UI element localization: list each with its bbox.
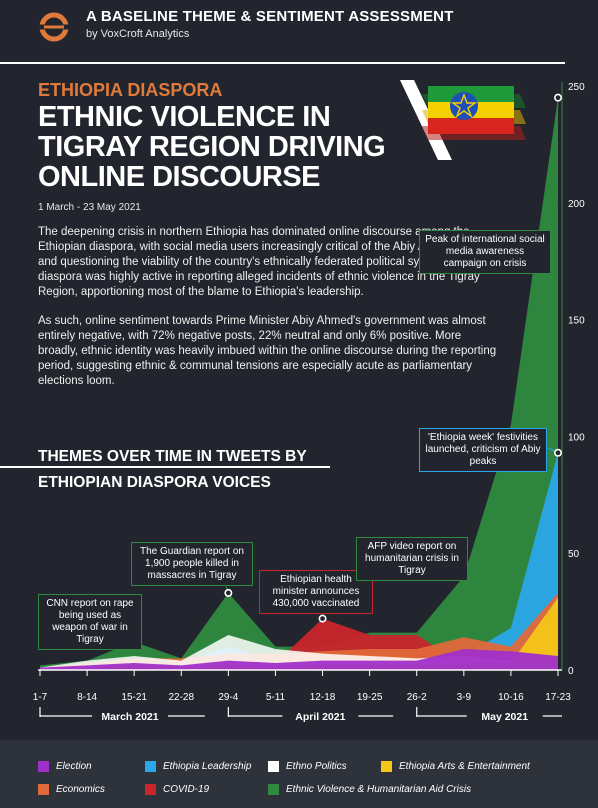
x-tick-label: 5-11 — [266, 692, 286, 703]
x-tick-label: 12-18 — [310, 692, 336, 703]
themes-area-chart: 0 50 100 150 200 250 1-7 8-14 15-21 22-28 29-4 5-11… — [33, 82, 585, 723]
annotation-afp-report: AFP video report on humanitarian crisis … — [356, 537, 468, 581]
voxcroft-logo-icon — [39, 12, 69, 42]
legend-swatch — [145, 761, 156, 772]
annotation-ethiopia-week: 'Ethiopia week' festivities launched, cr… — [419, 428, 547, 472]
body-paragraph: The deepening crisis in northern Ethiopi… — [38, 226, 491, 298]
header-divider — [0, 62, 565, 64]
x-tick-label: 1-7 — [33, 692, 48, 703]
x-tick-label: 15-21 — [121, 692, 147, 703]
annotation-marker — [553, 448, 562, 457]
x-tick-label: 8-14 — [77, 692, 97, 703]
annotation-marker — [318, 614, 327, 623]
month-label: March 2021 — [101, 711, 158, 723]
legend-swatch — [268, 761, 279, 772]
y-tick-label: 200 — [568, 199, 585, 210]
article-kicker: ETHIOPIA DIASPORA — [38, 80, 223, 100]
annotation-leader-line — [551, 97, 559, 281]
section-divider — [0, 466, 330, 468]
legend-swatch — [145, 784, 156, 795]
legend-item-covid-19: COVID-19 — [163, 784, 210, 795]
y-tick-label: 50 — [568, 549, 580, 560]
legend-item-economics: Economics — [56, 784, 105, 795]
annotation-guardian-report: The Guardian report on 1,900 people kill… — [131, 542, 253, 586]
body-paragraph: As such, online sentiment towards Prime … — [38, 315, 497, 387]
legend-swatch — [381, 761, 392, 772]
legend-swatch — [268, 784, 279, 795]
report-header: A BASELINE THEME & SENTIMENT ASSESSMENT … — [0, 0, 598, 56]
x-tick-label: 29-4 — [218, 692, 238, 703]
y-tick-label: 250 — [568, 82, 585, 93]
article-headline: ETHNIC VIOLENCE IN TIGRAY REGION DRIVING… — [38, 101, 386, 193]
annotation-awareness-peak: Peak of international social media aware… — [419, 230, 551, 274]
annotation-cnn-report: CNN report on rape being used as weapon … — [38, 594, 142, 650]
legend-item-ethno-politics: Ethno Politics — [286, 761, 347, 772]
x-tick-label: 3-9 — [457, 692, 472, 703]
series-area-ethnic-violence-humanitarian-aid-crisis — [40, 97, 558, 671]
x-tick-label: 19-25 — [357, 692, 383, 703]
legend-swatch — [38, 761, 49, 772]
report-title: A BASELINE THEME & SENTIMENT ASSESSMENT — [86, 8, 454, 25]
ethiopia-flag-icon — [400, 80, 526, 160]
annotation-vaccination: Ethiopian health minister announces 430,… — [259, 570, 373, 614]
legend-item-election: Election — [56, 761, 92, 772]
x-tick-label: 17-23 — [545, 692, 571, 703]
section-title: THEMES OVER TIME IN TWEETS BY — [38, 448, 307, 465]
annotation-marker — [553, 93, 562, 102]
section-title: ETHIOPIAN DIASPORA VOICES — [38, 474, 271, 491]
annotation-marker — [224, 588, 233, 597]
chart-legend: Election Ethiopia Leadership Ethno Polit… — [0, 740, 598, 808]
legend-item-ethnic-violence: Ethnic Violence & Humanitarian Aid Crisi… — [286, 784, 472, 795]
article-body: The deepening crisis in northern Ethiopi… — [38, 225, 498, 403]
series-area-election — [40, 648, 558, 670]
date-range: 1 March - 23 May 2021 — [38, 202, 141, 213]
series-area-economics — [40, 592, 558, 670]
y-tick-label: 150 — [568, 316, 585, 327]
legend-swatch — [38, 784, 49, 795]
y-tick-label: 0 — [568, 666, 574, 677]
y-tick-label: 100 — [568, 432, 585, 443]
x-tick-label: 10-16 — [498, 692, 524, 703]
legend-item-ethiopia-leadership: Ethiopia Leadership — [163, 761, 252, 772]
month-label: April 2021 — [295, 711, 345, 723]
legend-item-arts-entertainment: Ethiopia Arts & Entertainment — [399, 761, 530, 772]
month-label: May 2021 — [481, 711, 528, 723]
x-tick-label: 26-2 — [407, 692, 427, 703]
x-tick-label: 22-28 — [168, 692, 194, 703]
report-subtitle: by VoxCroft Analytics — [86, 28, 190, 40]
